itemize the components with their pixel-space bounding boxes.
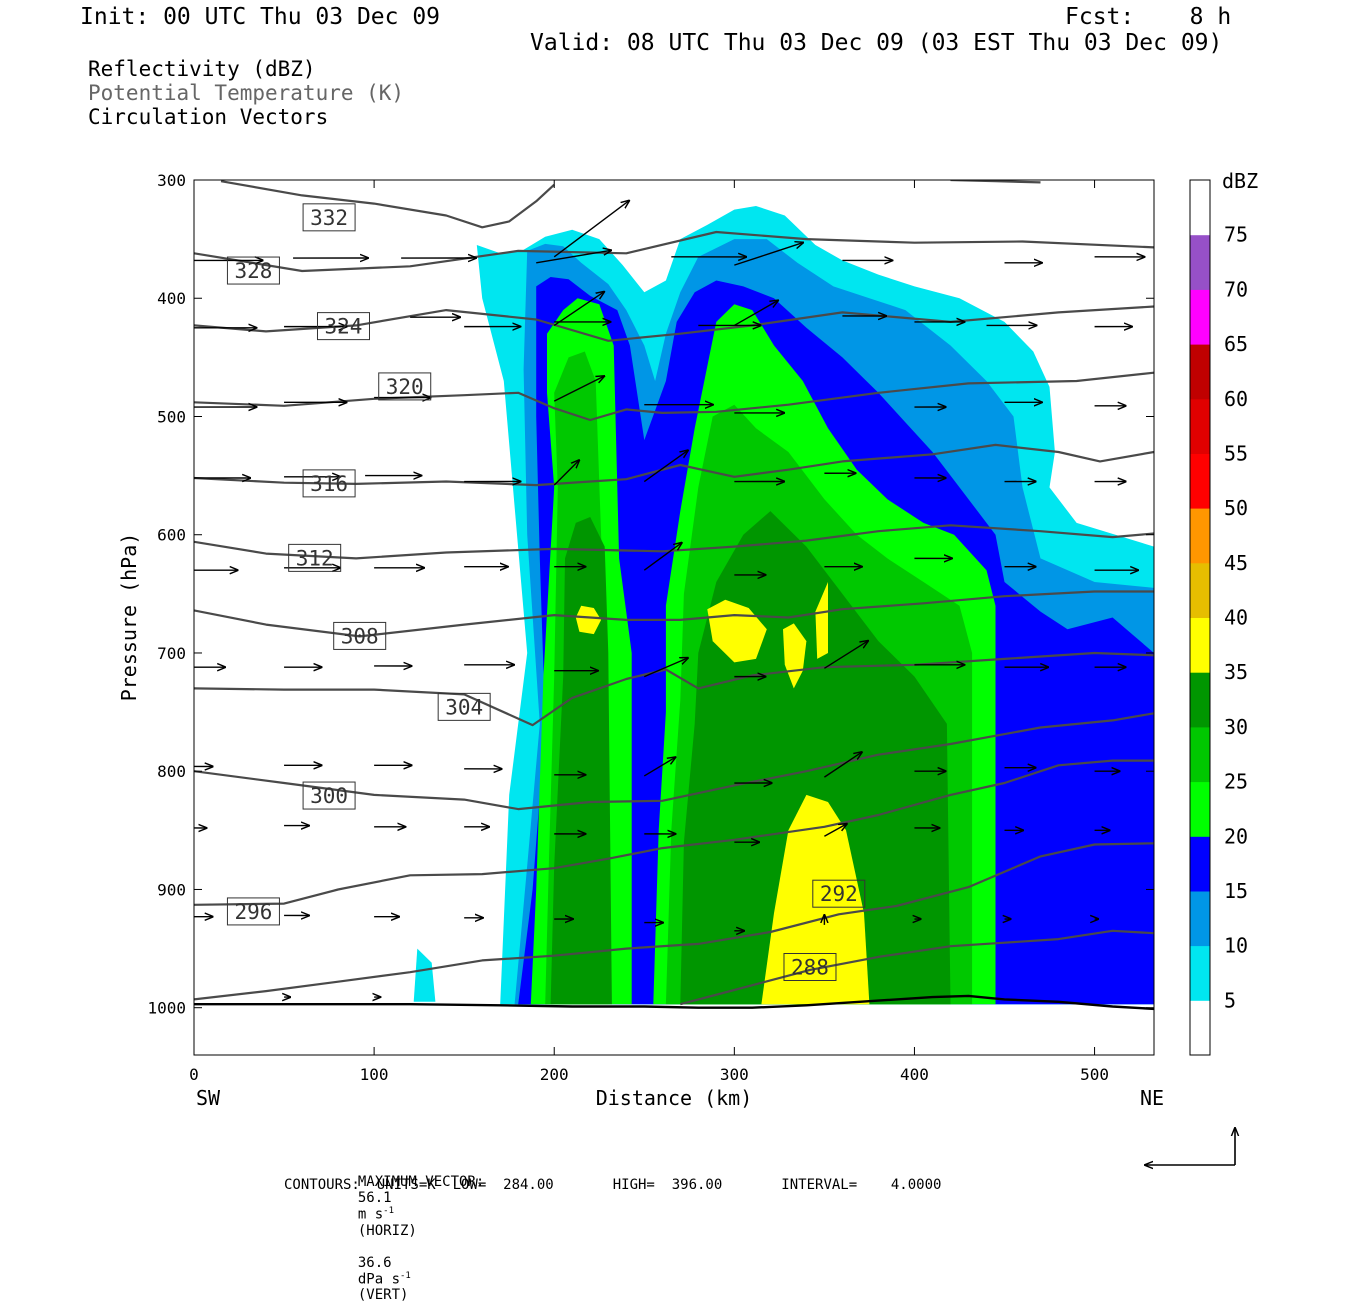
colorbar-label-35: 35 [1224, 660, 1248, 684]
x-tick-label-0: 0 [189, 1065, 199, 1084]
colorbar-swatch-8 [1190, 563, 1210, 618]
colorbar-swatch-4 [1190, 782, 1210, 837]
colorbar-label-20: 20 [1224, 824, 1248, 848]
theta-label-320: 320 [386, 375, 424, 399]
theta-label-332: 332 [310, 206, 348, 230]
x-tick-label-500: 500 [1080, 1065, 1109, 1084]
max-horiz-exponent: -1 [383, 1206, 394, 1216]
colorbar-swatch-3 [1190, 836, 1210, 891]
theta-label-288: 288 [791, 956, 829, 980]
colorbar-label-75: 75 [1224, 223, 1248, 247]
colorbar-swatch-0 [1190, 1000, 1210, 1055]
colorbar-swatch-15 [1190, 180, 1210, 235]
colorbar-label-10: 10 [1224, 934, 1248, 958]
colorbar-swatch-10 [1190, 453, 1210, 508]
x-end-label-sw: SW [196, 1086, 221, 1110]
colorbar-label-5: 5 [1224, 988, 1236, 1012]
theta-label-292: 292 [820, 882, 858, 906]
colorbar-swatch-7 [1190, 618, 1210, 673]
theta-label-328: 328 [234, 259, 272, 283]
max-vert-value: 36.6 [358, 1255, 392, 1271]
x-tick-label-400: 400 [900, 1065, 929, 1084]
max-vert-unit: dPa s [358, 1271, 400, 1287]
max-horiz-unit: m s [358, 1207, 383, 1223]
y-tick-label-700: 700 [157, 644, 186, 663]
theta-label-312: 312 [296, 546, 334, 570]
max-vert-tail: (VERT) [358, 1287, 409, 1303]
y-axis-label: Pressure (hPa) [117, 533, 141, 702]
theta-label-324: 324 [325, 315, 363, 339]
y-tick-label-400: 400 [157, 289, 186, 308]
colorbar-swatch-2 [1190, 891, 1210, 946]
x-tick-label-100: 100 [360, 1065, 389, 1084]
reflectivity-fill [414, 206, 1154, 1004]
cross-section-chart: 332 328 324 320 316 312 308 304 300 296 292 288 0 10… [0, 0, 1350, 1200]
colorbar-label-70: 70 [1224, 277, 1248, 301]
x-axis-label: Distance (km) [596, 1086, 753, 1110]
y-tick-label-500: 500 [157, 407, 186, 426]
theta-label-300: 300 [310, 784, 348, 808]
colorbar-swatch-9 [1190, 508, 1210, 563]
theta-contour-332 [221, 181, 554, 227]
colorbar-label-25: 25 [1224, 770, 1248, 794]
colorbar-label-45: 45 [1224, 551, 1248, 575]
reflectivity-region-5dbz-1 [414, 949, 436, 1002]
colorbar-swatch-5 [1190, 727, 1210, 782]
y-tick-label-900: 900 [157, 880, 186, 899]
x-tick-label-300: 300 [720, 1065, 749, 1084]
theta-label-308: 308 [341, 624, 379, 648]
y-tick-label-600: 600 [157, 526, 186, 545]
theta-label-316: 316 [310, 472, 348, 496]
colorbar-swatch-11 [1190, 399, 1210, 454]
theta-label-304: 304 [445, 695, 483, 719]
colorbar-swatch-1 [1190, 946, 1210, 1001]
y-tick-label-1000: 1000 [147, 999, 186, 1018]
colorbar-swatch-13 [1190, 289, 1210, 344]
colorbar-label-50: 50 [1224, 496, 1248, 520]
colorbar-swatch-12 [1190, 344, 1210, 399]
theta-label-296: 296 [234, 900, 272, 924]
y-tick-label-300: 300 [157, 171, 186, 190]
colorbar-label-40: 40 [1224, 606, 1248, 630]
max-horiz-tail: (HORIZ) [358, 1223, 417, 1239]
reference-vector-icon [1145, 1128, 1235, 1165]
colorbar-label-30: 30 [1224, 715, 1248, 739]
colorbar-label-65: 65 [1224, 332, 1248, 356]
x-end-label-ne: NE [1140, 1086, 1164, 1110]
max-vert-exponent: -1 [400, 1271, 411, 1281]
colorbar-unit: dBZ [1222, 169, 1258, 193]
colorbar-swatch-14 [1190, 235, 1210, 290]
colorbar-label-55: 55 [1224, 441, 1248, 465]
colorbar-swatch-6 [1190, 672, 1210, 727]
colorbar-label-60: 60 [1224, 387, 1248, 411]
colorbar-label-15: 15 [1224, 879, 1248, 903]
contour-info: CONTOURS: UNITS=K LOW= 284.00 HIGH= 396.… [284, 1177, 941, 1193]
y-tick-label-800: 800 [157, 762, 186, 781]
colorbar: 5 10 15 20 25 30 35 40 45 50 55 60 65 70 75 [1190, 180, 1248, 1056]
x-tick-label-200: 200 [540, 1065, 569, 1084]
